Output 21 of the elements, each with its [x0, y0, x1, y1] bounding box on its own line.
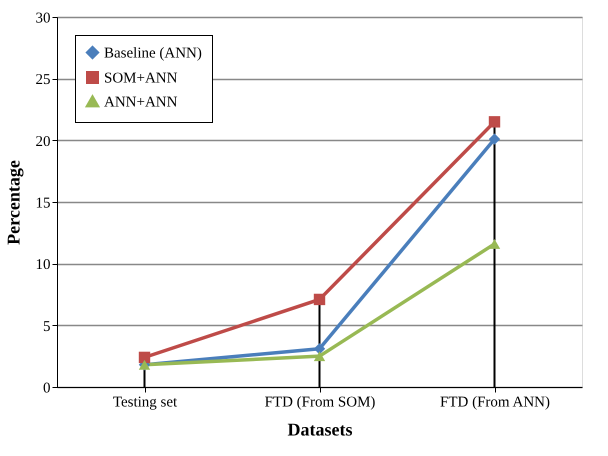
point	[314, 351, 326, 362]
y-tick-label: 15	[36, 196, 50, 212]
point	[488, 116, 500, 128]
y-axis-title: Percentage	[4, 160, 24, 245]
y-tick-label: 30	[36, 10, 50, 26]
point	[138, 352, 150, 364]
x-axis-title: Datasets	[288, 420, 352, 440]
legend-label: Baseline (ANN)	[104, 46, 202, 62]
x-tick-label: FTD (From SOM)	[264, 394, 376, 410]
point	[314, 294, 326, 306]
point	[488, 133, 500, 145]
x-tick-label: Testing set	[112, 394, 178, 410]
y-tick-label: 0	[43, 380, 50, 396]
point	[488, 238, 500, 249]
legend-label: SOM+ANN	[104, 70, 178, 86]
y-tick-label: 5	[43, 318, 50, 335]
y-tick-label: 10	[36, 257, 50, 274]
y-tick-label: 20	[36, 134, 50, 150]
y-tick-label: 25	[36, 72, 50, 88]
x-tick-label: FTD (From ANN)	[440, 394, 550, 410]
legend-label: ANN+ANN	[104, 94, 178, 110]
